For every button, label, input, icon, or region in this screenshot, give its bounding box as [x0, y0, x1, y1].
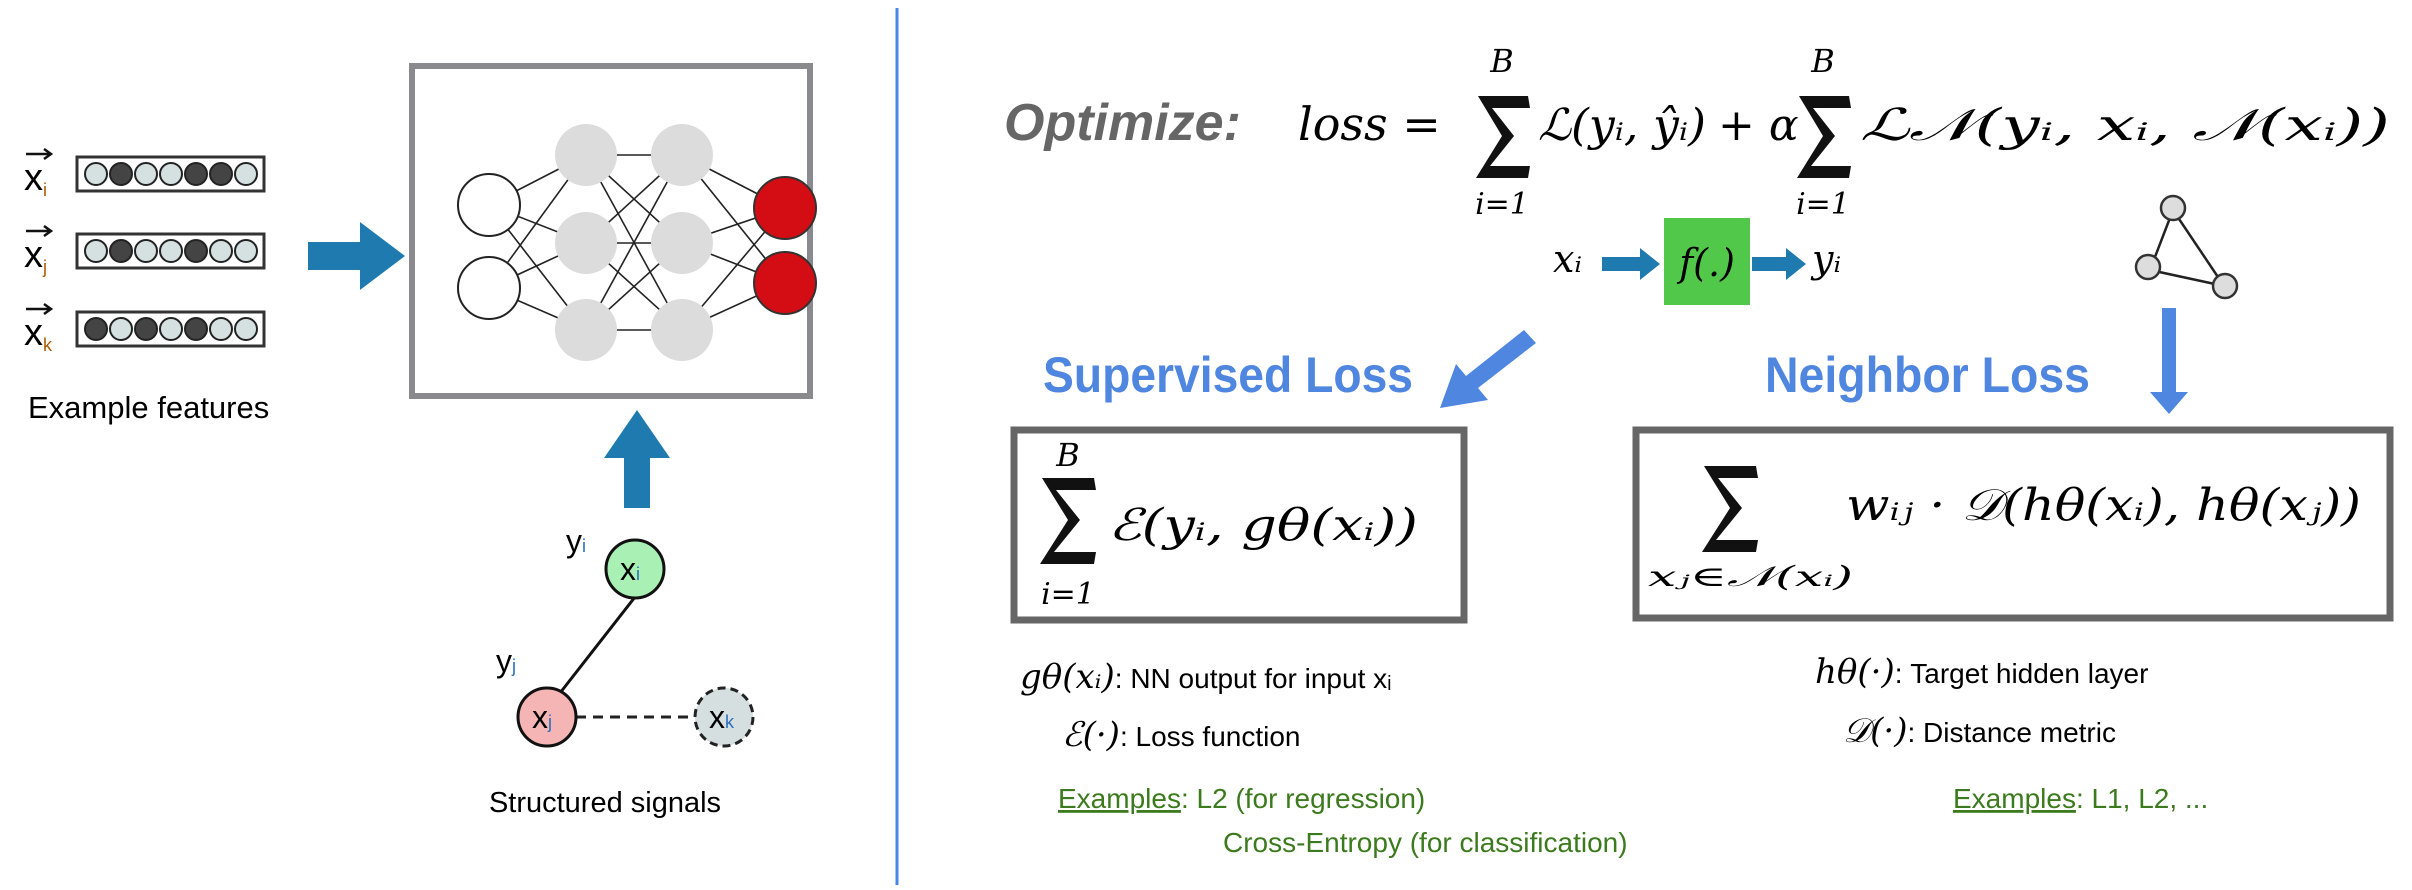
example-features-caption: Example features [28, 390, 269, 425]
def-h-theta: hθ(·): Target hidden layer [1815, 652, 2148, 692]
def-distance-metric: 𝒟(·): Distance metric [1843, 711, 2116, 751]
feature-dot [84, 162, 108, 186]
output-neuron [753, 251, 817, 315]
hidden-neuron [651, 212, 713, 274]
hidden-neuron [555, 124, 617, 186]
hidden-neuron [555, 299, 617, 361]
feature-vector-k: xk [24, 302, 266, 355]
feature-dot [84, 317, 108, 341]
neighbor-definitions: hθ(·): Target hidden layer 𝒟(·): Distanc… [1815, 652, 2208, 814]
box1-term: ℰ(yᵢ, gθ(xᵢ)) [1108, 500, 1418, 551]
label-yj: yj [496, 643, 516, 679]
supervised-examples-2: Cross-Entropy (for classification) [1223, 827, 1628, 858]
supervised-definitions: gθ(xᵢ): NN output for input xᵢ ℰ(·): Los… [1020, 657, 1628, 858]
sum2-bottom: i=1 [1796, 187, 1850, 222]
node-label-xk: xk [709, 699, 735, 735]
arrow-down-icon [2150, 308, 2188, 414]
neighbor-loss-title: Neighbor Loss [1765, 347, 2090, 403]
feature-dot [134, 162, 158, 186]
structured-signals-caption: Structured signals [489, 787, 721, 819]
sum1-symbol [1476, 96, 1530, 178]
node-label-xi: xi [620, 551, 640, 587]
feature-dot [234, 239, 258, 263]
optimize-label: Optimize: [1004, 94, 1241, 152]
feature-dot [209, 317, 233, 341]
sum1-term: ℒ(yᵢ, ŷᵢ) [1538, 100, 1706, 151]
feature-vector-j: xj [24, 224, 266, 277]
hidden-neuron [651, 299, 713, 361]
vector-arrow-icon [26, 302, 54, 316]
feature-dot [159, 239, 183, 263]
feature-dot [109, 239, 133, 263]
arrow-right-icon [308, 222, 405, 290]
feature-dot [209, 239, 233, 263]
feature-dot [209, 162, 233, 186]
function-label: f(.) [1676, 241, 1735, 285]
sum2-term: ℒ𝒩(yᵢ, xᵢ, 𝒩(xᵢ)) [1860, 100, 2390, 151]
input-neuron [457, 173, 521, 237]
supervised-loss-box [1010, 426, 1468, 624]
box1-sum-bottom: i=1 [1041, 577, 1095, 612]
feature-dot [134, 317, 158, 341]
graph-edge [558, 596, 637, 694]
feature-vector-i: xi [24, 147, 266, 200]
sum1-top: B [1489, 42, 1514, 80]
supervised-examples: Examples: L2 (for regression) [1058, 783, 1425, 814]
arrow-up-icon [604, 410, 670, 508]
flow-input: xᵢ [1553, 237, 1582, 281]
supervised-loss-title: Supervised Loss [1043, 347, 1413, 403]
feature-dot [109, 162, 133, 186]
sum2-symbol [1797, 96, 1851, 178]
feature-dot [134, 239, 158, 263]
feature-dot [184, 162, 208, 186]
neighbor-examples: Examples: L1, L2, ... [1953, 783, 2208, 814]
feature-dot [159, 317, 183, 341]
graph-icon [2134, 194, 2239, 300]
arrow-down-left-icon [1440, 330, 1536, 408]
box1-sum-symbol [1040, 478, 1096, 564]
def-loss-function: ℰ(·): Loss function [1062, 715, 1301, 755]
label-yi: yi [566, 523, 586, 559]
feature-dot [84, 239, 108, 263]
flow-arrow-icon [1752, 248, 1806, 280]
box2-sum-symbol [1702, 466, 1758, 552]
def-g-theta: gθ(xᵢ): NN output for input xᵢ [1020, 657, 1392, 697]
graph-node-xi [604, 538, 666, 600]
feature-dot [109, 317, 133, 341]
node-label-xj: xj [532, 699, 552, 735]
output-neuron [753, 176, 817, 240]
feature-dot [184, 317, 208, 341]
sum1-bottom: i=1 [1475, 187, 1529, 222]
nn-edge [585, 154, 683, 331]
box2-sum-bottom: xⱼ∈𝒩(xᵢ) [1648, 560, 1853, 593]
feature-dot [234, 317, 258, 341]
box1-sum-top: B [1055, 436, 1080, 474]
graph-node-xk [693, 686, 755, 748]
vector-arrow-icon [26, 224, 54, 238]
input-neuron [457, 256, 521, 320]
flow-arrow-icon [1602, 248, 1660, 280]
feature-dot [159, 162, 183, 186]
feature-dot [184, 239, 208, 263]
feature-label: xi [24, 157, 47, 200]
box2-term: wᵢⱼ · 𝒟(hθ(xᵢ), hθ(xⱼ)) [1846, 480, 2361, 531]
graph-node-xj [516, 686, 578, 748]
feature-label: xk [24, 312, 53, 355]
example-features: xi xj xk [24, 147, 266, 355]
feature-dot [234, 162, 258, 186]
loss-equals: loss = [1298, 97, 1441, 151]
hidden-neuron [651, 124, 713, 186]
structured-graph: xi xj xk yi yj [496, 523, 755, 748]
vector-arrow-icon [26, 147, 54, 161]
neural-network [457, 124, 817, 361]
hidden-neuron [555, 212, 617, 274]
plus-alpha: + α [1718, 100, 1799, 151]
feature-label: xj [24, 234, 47, 277]
flow-output: yᵢ [1810, 237, 1841, 281]
function-box [1664, 218, 1750, 305]
neighbor-loss-box [1632, 426, 2394, 622]
sum2-top: B [1810, 42, 1835, 80]
